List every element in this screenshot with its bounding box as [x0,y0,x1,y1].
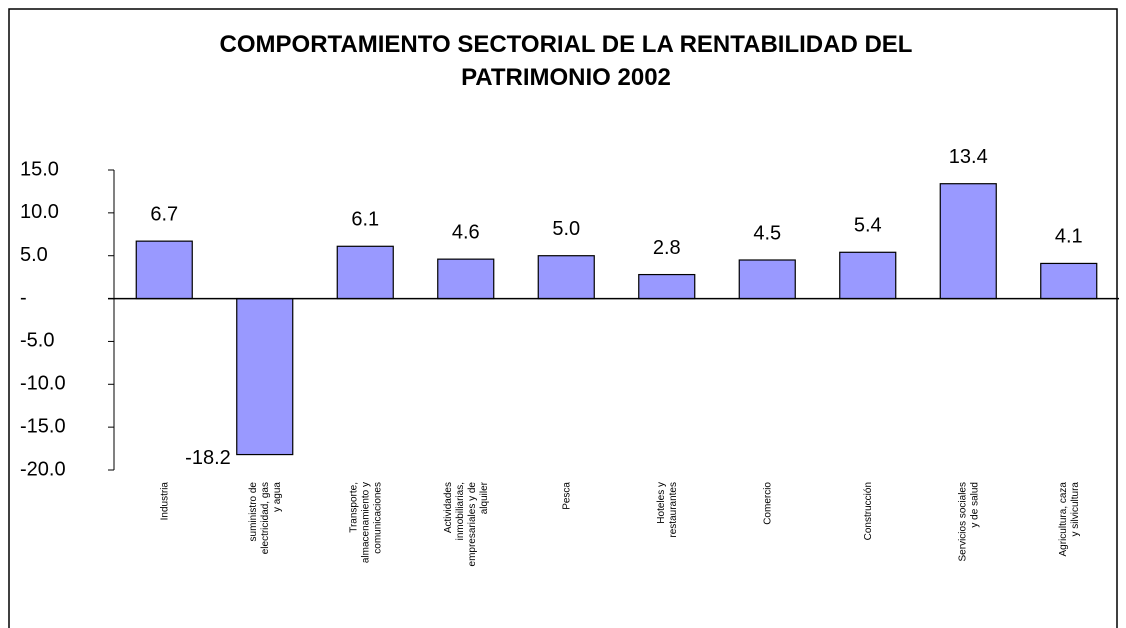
x-tick-label: Construcción [862,482,873,540]
x-tick-label: suministro de electricidad, gas y agua [247,482,282,557]
data-label: 2.8 [653,237,681,259]
x-tick-label-line: Construcción [862,482,873,540]
bar [939,183,997,300]
data-label: 5.0 [552,218,580,240]
data-label: 4.1 [1055,226,1083,248]
frame [8,8,1118,628]
x-tick-label-line: restaurantes [667,482,678,540]
x-tick-label-line: y agua [271,482,282,515]
data-label: 6.1 [351,209,379,231]
y-tick-label: -20.0 [20,458,66,480]
data-label: 6.7 [150,203,178,225]
y-tick-label: - [20,287,27,309]
y-tick-label: -15.0 [20,415,66,437]
bar [738,259,796,300]
y-tick-label: -5.0 [20,330,54,352]
y-tick-label: -10.0 [20,373,66,395]
x-tick-label-line: y silvicultura [1069,482,1080,540]
chart-title: COMPORTAMIENTO SECTORIAL DE LA RENTABILI… [219,31,913,91]
x-tick-label-line: electricidad, gas [259,482,270,557]
data-label: 4.6 [452,221,480,243]
data-label: 13.4 [949,146,988,168]
x-tick-label-line: Servicios sociales [957,482,968,561]
bar [839,251,897,300]
y-tick-label: 10.0 [20,201,59,223]
x-tick-label-line: empresariales y de [466,482,477,570]
y-tick-label: 15.0 [20,158,59,180]
data-label: -18.2 [185,447,231,469]
x-tick-label: Pesca [561,482,572,510]
x-tick-label-line: Hoteles y [655,482,666,524]
bar [236,297,294,456]
x-tick-label-line: Actividades [442,482,453,533]
x-tick-label-line: alquiler [478,481,489,517]
x-tick-label-line: Pesca [561,482,572,510]
x-tick-label-line: almacenamiento y [360,482,371,566]
y-tick-label: 5.0 [20,244,48,266]
data-label: 4.5 [753,222,781,244]
bar [336,245,394,300]
bar [135,240,193,300]
bar [537,255,595,300]
x-tick-label: Industria [159,482,170,521]
x-tick-label-line: y de salud [969,482,980,530]
x-tick-label: Agricultura, caza y silvicultura [1057,482,1080,557]
bar [638,273,696,300]
x-tick-label-line: comunicaciones [372,482,383,556]
x-tick-label: Actividades inmobiliarias, empresariales… [442,481,489,569]
x-tick-label-line: inmobiliarias, [454,482,465,543]
x-tick-label-line: suministro de [247,482,258,542]
bar [437,258,495,300]
x-tick-label: Hoteles y restaurantes [655,482,678,540]
x-tick-label-line: Agricultura, caza [1057,482,1068,557]
x-tick-label-line: Comercio [762,482,773,525]
x-tick-label-line: Industria [159,482,170,521]
data-label: 5.4 [854,215,882,237]
bar [1040,262,1098,300]
x-tick-label-line: Transporte, [348,482,359,533]
x-tick-label: Comercio [762,482,773,525]
x-tick-label: Servicios sociales y de salud [957,482,980,561]
x-tick-label: Transporte, almacenamiento y comunicacio… [348,482,383,566]
